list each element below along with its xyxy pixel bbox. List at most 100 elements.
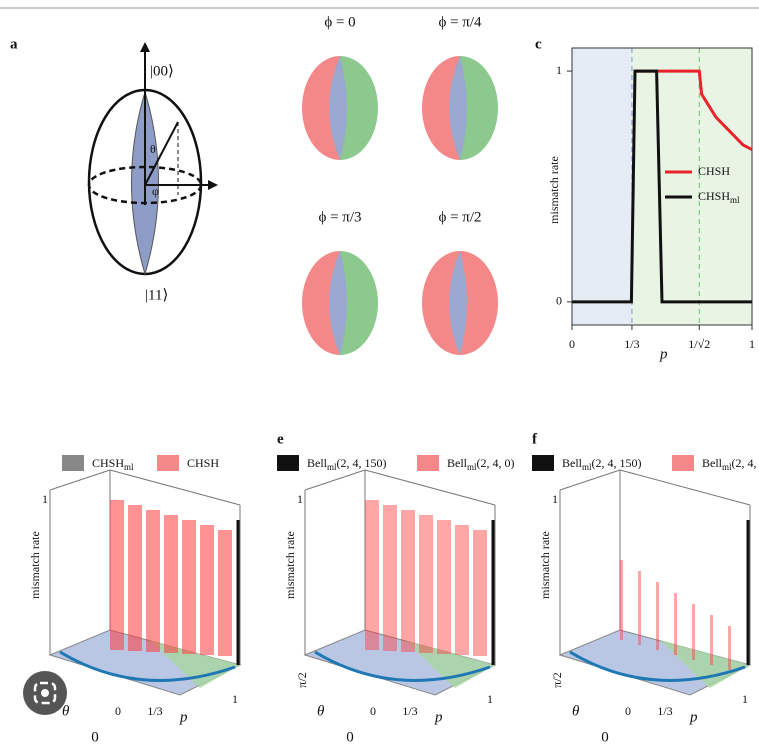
- legend-args: (2, 4, 0): [477, 456, 515, 470]
- p-tick-label: 0: [115, 704, 121, 718]
- legend-name: Bell: [447, 456, 468, 470]
- bar-sheet: [164, 515, 178, 653]
- p-tick-label: 0: [625, 704, 631, 718]
- legend-sub: ml: [327, 462, 337, 472]
- legend-swatch: [417, 455, 439, 471]
- bar-sheet: [182, 520, 196, 654]
- region: [632, 48, 752, 325]
- x-tick-label: 1/√2: [688, 337, 710, 351]
- legend-name: CHSH: [92, 456, 124, 470]
- bar-sheet: [473, 530, 487, 656]
- sphere-label: ϕ = π/2: [438, 209, 481, 225]
- x-tick-label: 1/3: [624, 337, 639, 351]
- legend-args: (2, 4, 150): [337, 456, 387, 470]
- bar-sheet: [146, 510, 160, 652]
- legend-sub: ml: [722, 462, 732, 472]
- x-tick-label: 0: [569, 337, 575, 351]
- legend-label: CHSH: [187, 456, 219, 470]
- legend-swatch: [157, 455, 179, 471]
- bar-sheet: [110, 500, 124, 650]
- panel-label: e: [277, 431, 284, 447]
- panel-label: c: [535, 36, 542, 52]
- theta-tick-label: 0: [346, 729, 354, 745]
- legend-label: Bellml(2, 4, 0): [447, 456, 515, 472]
- y-tick-label: 1: [556, 63, 562, 77]
- bar-sheet: [437, 520, 451, 654]
- theta-axis-label: θ: [62, 703, 70, 719]
- legend-name: Bell: [307, 456, 328, 470]
- sphere-label: ϕ = π/3: [318, 209, 361, 225]
- legend-swatch: [532, 455, 554, 471]
- theta-axis-label: θ: [317, 703, 325, 719]
- legend-args: (2, 4, 2: [732, 456, 759, 470]
- y-axis-label: mismatch rate: [547, 156, 561, 224]
- legend-name: CHSH: [698, 164, 730, 178]
- p-tick-label: 1: [232, 692, 238, 706]
- p-tick-label: 1: [742, 692, 748, 706]
- bar-sheet: [656, 582, 659, 650]
- p-tick-label: 1: [487, 692, 493, 706]
- legend-label: Bellml(2, 4, 150): [562, 456, 642, 472]
- theta-axis-label: θ: [572, 703, 580, 719]
- p-axis-label: p: [179, 709, 188, 725]
- legend-sub: ml: [467, 462, 477, 472]
- bar-sheet: [365, 500, 379, 650]
- lens-icon: [23, 671, 67, 715]
- legend-label: Bellml(2, 4, 150): [307, 456, 387, 472]
- p-tick-label: 1/3: [402, 704, 417, 718]
- phi-label: φ: [152, 184, 159, 198]
- icon-dot: [41, 689, 49, 697]
- legend-sub: ml: [582, 462, 592, 472]
- theta-tick-label: 0: [91, 729, 99, 745]
- sphere-label: ϕ = π/4: [438, 14, 482, 30]
- p-tick-label: 0: [370, 704, 376, 718]
- bar-sheet: [455, 525, 469, 655]
- legend-swatch: [672, 455, 694, 471]
- p-tick-label: 1/3: [147, 704, 162, 718]
- legend-sub: ml: [730, 195, 740, 205]
- z-tick-label: 1: [552, 492, 558, 506]
- x-axis-label: p: [659, 346, 668, 362]
- region: [572, 48, 632, 325]
- z-axis-label: mismatch rate: [28, 531, 42, 599]
- bar-sheet: [728, 626, 731, 670]
- p-axis-label: p: [689, 709, 698, 725]
- bar-sheet: [401, 510, 415, 652]
- y-tick-label: 0: [556, 294, 562, 308]
- figure: a θ φ |00⟩ |11⟩ ϕ = 0 ϕ = π/4 ϕ = π/3 ϕ = π…: [0, 0, 759, 753]
- p-tick-label: 1/3: [657, 704, 672, 718]
- z-axis-label: mismatch rate: [283, 531, 297, 599]
- z-axis-label: mismatch rate: [538, 531, 552, 599]
- ket-bottom: |11⟩: [145, 287, 168, 303]
- legend-name: CHSH: [698, 189, 730, 203]
- x-tick-label: 1: [749, 337, 755, 351]
- theta-tick-label: π/2: [295, 672, 309, 687]
- z-tick-label: 1: [42, 492, 48, 506]
- bar-sheet: [383, 505, 397, 651]
- p-axis-label: p: [434, 709, 443, 725]
- bar-sheet: [710, 615, 713, 665]
- bar-sheet: [692, 604, 695, 660]
- theta-tick-label: 0: [601, 729, 609, 745]
- legend-name: Bell: [562, 456, 583, 470]
- sphere-label: ϕ = 0: [324, 14, 355, 30]
- bar-sheet: [128, 505, 142, 651]
- legend-swatch: [62, 455, 84, 471]
- panel-label: a: [10, 36, 18, 52]
- legend-name: CHSH: [187, 456, 219, 470]
- bar-sheet: [620, 560, 623, 640]
- legend-name: Bell: [702, 456, 723, 470]
- legend-swatch: [277, 455, 299, 471]
- bar-sheet: [674, 593, 677, 655]
- ket-top: |00⟩: [150, 63, 174, 79]
- bar-sheet: [638, 571, 641, 645]
- bar-sheet: [419, 515, 433, 653]
- theta-tick-label: π/2: [550, 672, 564, 687]
- z-tick-label: 1: [297, 492, 303, 506]
- legend-sub: ml: [124, 462, 134, 472]
- legend-args: (2, 4, 150): [592, 456, 642, 470]
- legend-label: CHSH: [698, 164, 730, 178]
- bar-sheet: [200, 525, 214, 655]
- theta-label: θ: [150, 142, 156, 156]
- bar-sheet: [218, 530, 232, 656]
